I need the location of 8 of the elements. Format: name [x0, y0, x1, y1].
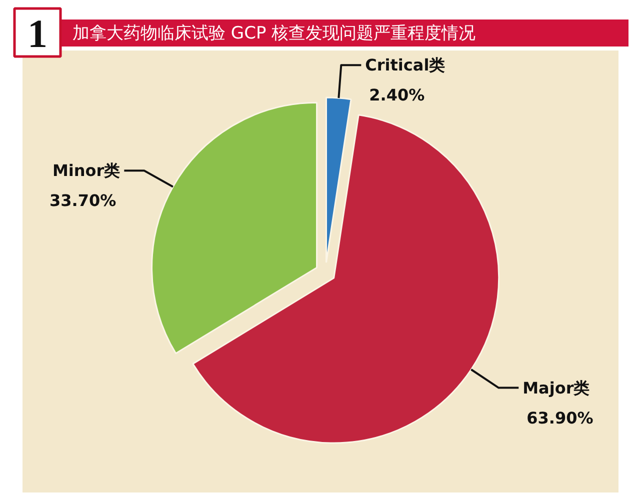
- slice-label: Major类: [522, 378, 590, 398]
- slice-label: Critical类: [365, 56, 446, 75]
- chart-title: 加拿大药物临床试验 GCP 核查发现问题严重程度情况: [72, 24, 476, 44]
- data-label: 33.70%: [50, 191, 116, 210]
- data-label: 2.40%: [369, 86, 425, 105]
- slice-label: Minor类: [52, 161, 120, 180]
- text: 1: [28, 11, 48, 56]
- data-label: 63.90%: [526, 408, 594, 428]
